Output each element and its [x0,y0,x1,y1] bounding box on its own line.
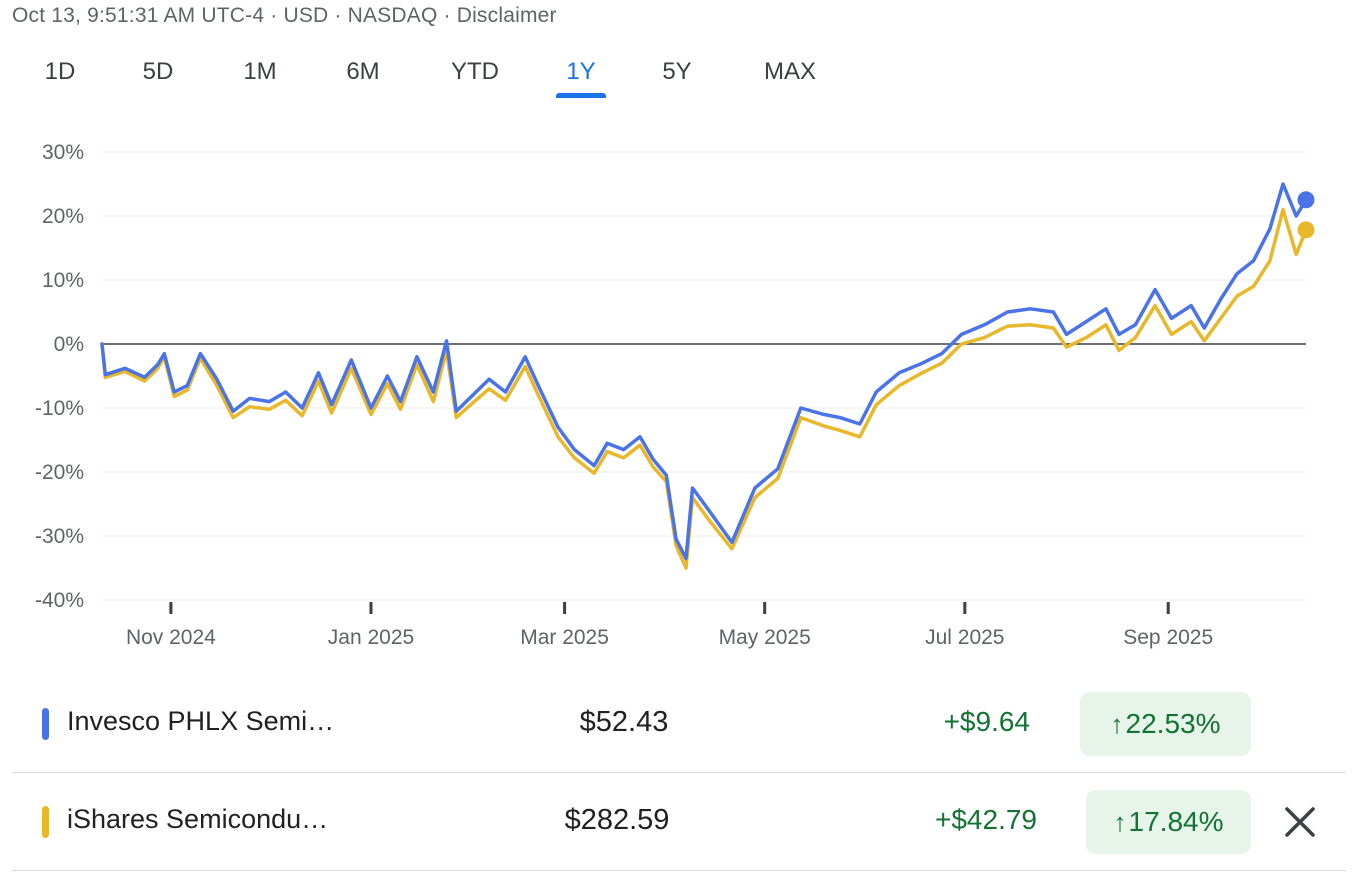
tab-label: YTD [451,58,499,85]
x-axis-labels: Nov 2024 Jan 2025 Mar 2025 May 2025 Jul 2025… [126,602,1213,649]
x-tick-label: Sep 2025 [1123,626,1213,649]
tab-ytd[interactable]: YTD [444,52,506,96]
tab-label: 5Y [662,58,692,85]
percent-change-badge: ↑17.84% [1086,790,1251,854]
close-icon[interactable] [1280,802,1320,842]
y-tick-label: -20% [35,461,84,484]
chart-gridlines [102,151,1306,601]
tab-max[interactable]: MAX [754,52,826,96]
x-tick-label: May 2025 [719,626,811,649]
tab-label: 1D [44,58,76,85]
tab-5y[interactable]: 5Y [656,52,698,96]
percent-change: 22.53% [1125,708,1221,739]
separator: · [334,4,342,27]
chart-series [100,182,1315,570]
tab-label: 1M [243,58,277,85]
asset-price: $282.59 [564,804,670,836]
y-tick-label: -10% [35,397,84,420]
series-color-swatch [42,806,49,838]
legend-row-ishares[interactable]: iShares Semicondu… $282.59 +$42.79 ↑17.8… [12,774,1346,871]
asset-change: +$42.79 [935,804,1037,835]
tab-1m[interactable]: 1M [238,52,282,96]
series-endpoint [1297,191,1315,209]
percent-change: 17.84% [1128,806,1224,837]
series-color-swatch [42,708,49,740]
up-arrow-icon: ↑ [1110,709,1124,739]
asset-change: +$9.64 [943,706,1030,737]
x-tick-label: Nov 2024 [126,626,216,649]
separator: · [443,4,451,27]
asset-name: Invesco PHLX Semi… [67,706,335,736]
timestamp: Oct 13, 9:51:31 AM UTC-4 [12,4,265,27]
chart-meta-line: Oct 13, 9:51:31 AM UTC-4 · USD · NASDAQ · Disc… [12,4,557,28]
tab-label: 5D [142,58,174,85]
asset-name: iShares Semicondu… [67,804,329,834]
range-tabs: 1D 5D 1M 6M YTD 1Y 5Y MAX [0,52,900,102]
tab-label: MAX [763,58,816,85]
y-tick-label: 30% [42,141,84,164]
currency: USD [283,4,329,27]
series-line [100,182,1308,561]
price-comparison-chart[interactable]: 30% 20% 10% 0% -10% -20% -30% -40% Nov 2024 Jan … [0,120,1352,660]
percent-change-badge: ↑22.53% [1080,692,1251,756]
tab-6m[interactable]: 6M [340,52,386,96]
series-endpoint [1297,221,1315,239]
up-arrow-icon: ↑ [1113,807,1127,837]
tab-5d[interactable]: 5D [136,52,180,96]
x-tick-label: Jul 2025 [925,626,1004,649]
y-tick-label: -40% [35,589,84,612]
legend-row-invesco[interactable]: Invesco PHLX Semi… $52.43 +$9.64 ↑22.53% [12,676,1346,773]
x-tick-label: Mar 2025 [520,626,609,649]
y-tick-label: 20% [42,205,84,228]
y-axis-labels: 30% 20% 10% 0% -10% -20% -30% -40% [35,141,84,612]
y-tick-label: -30% [35,525,84,548]
disclaimer-link[interactable]: Disclaimer [456,4,557,27]
y-tick-label: 0% [54,333,84,356]
tab-1d[interactable]: 1D [40,52,80,96]
separator: · [270,4,278,27]
active-tab-indicator [556,93,606,98]
series-line [100,207,1308,570]
tab-1y[interactable]: 1Y [556,52,606,98]
exchange: NASDAQ [347,4,438,27]
tab-label: 1Y [566,58,596,85]
x-tick-label: Jan 2025 [328,626,414,649]
asset-price: $52.43 [579,706,669,738]
y-tick-label: 10% [42,269,84,292]
tab-label: 6M [346,58,380,85]
